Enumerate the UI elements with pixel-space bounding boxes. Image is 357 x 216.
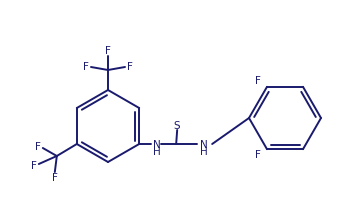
Text: N: N bbox=[153, 140, 161, 150]
Text: F: F bbox=[31, 161, 37, 171]
Text: H: H bbox=[200, 147, 208, 157]
Text: N: N bbox=[200, 140, 208, 150]
Text: F: F bbox=[52, 173, 58, 183]
Text: F: F bbox=[35, 142, 41, 152]
Text: F: F bbox=[127, 62, 133, 72]
Text: F: F bbox=[105, 46, 111, 56]
Text: F: F bbox=[255, 150, 261, 160]
Text: H: H bbox=[153, 147, 161, 157]
Text: F: F bbox=[255, 76, 261, 86]
Text: S: S bbox=[174, 121, 181, 131]
Text: F: F bbox=[83, 62, 89, 72]
